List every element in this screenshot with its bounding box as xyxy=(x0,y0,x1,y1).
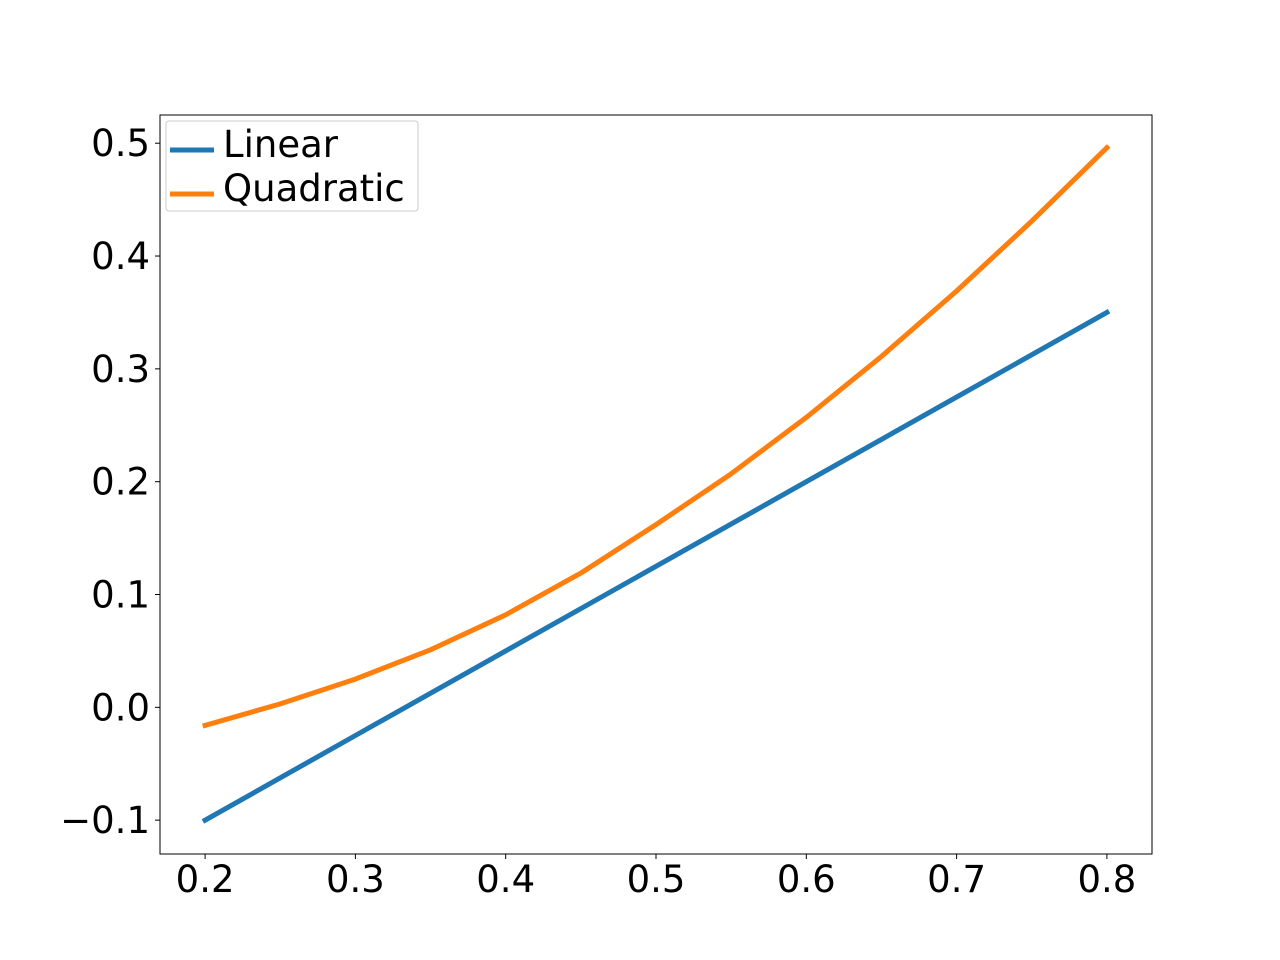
x-tick-label: 0.8 xyxy=(1077,858,1136,901)
x-tick-label: 0.4 xyxy=(476,858,535,901)
legend-box xyxy=(165,120,419,212)
y-tick-label: 0.2 xyxy=(91,461,150,504)
x-tick-label: 0.2 xyxy=(176,858,235,901)
series-layer xyxy=(201,144,1111,824)
y-tick-label: 0.0 xyxy=(91,686,150,729)
y-tick-label: 0.1 xyxy=(91,574,150,617)
y-tick-label: −0.1 xyxy=(60,799,150,842)
x-tick-label: 0.3 xyxy=(326,858,385,901)
series-line-quadratic xyxy=(202,144,1111,729)
y-axis: −0.1 0.0 0.1 0.2 0.3 0.4 0.5 xyxy=(60,122,160,842)
x-axis: 0.2 0.3 0.4 0.5 0.6 0.7 0.8 xyxy=(176,854,1136,901)
x-tick-label: 0.5 xyxy=(627,858,686,901)
x-tick-label: 0.7 xyxy=(927,858,986,901)
series-line-linear xyxy=(201,308,1111,824)
legend-label-quadratic: Quadratic xyxy=(223,167,405,210)
y-tick-label: 0.3 xyxy=(91,348,150,391)
legend-label-linear: Linear xyxy=(223,123,339,166)
x-tick-label: 0.6 xyxy=(777,858,836,901)
y-tick-label: 0.5 xyxy=(91,122,150,165)
y-tick-label: 0.4 xyxy=(91,235,150,278)
